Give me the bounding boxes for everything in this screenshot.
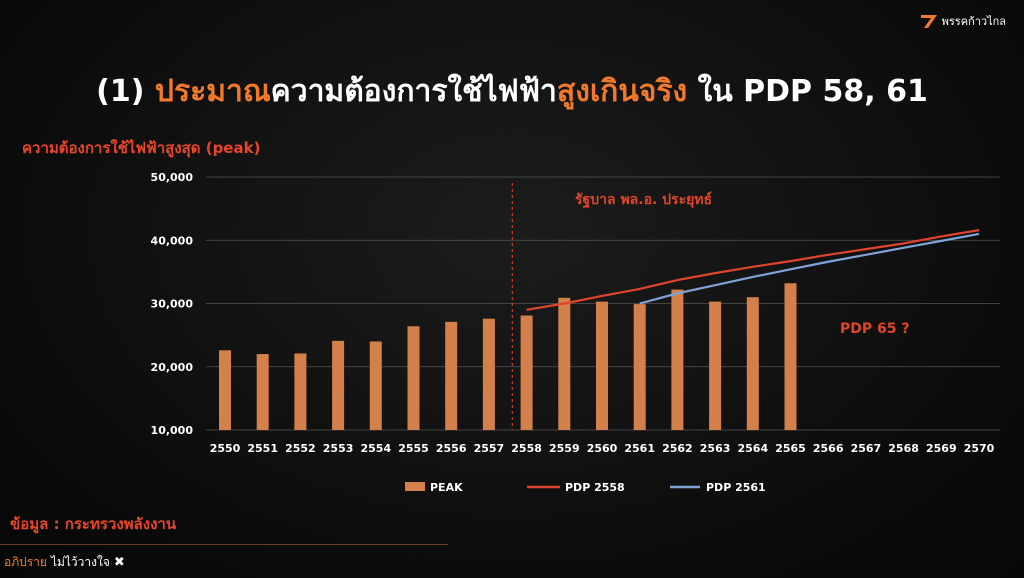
x-tick-label: 2565	[775, 442, 806, 455]
y-tick-label: 40,000	[151, 234, 194, 247]
peak-bar	[407, 326, 420, 430]
x-tick-label: 2559	[549, 442, 580, 455]
x-tick-label: 2567	[851, 442, 882, 455]
party-logo-icon	[920, 15, 937, 28]
legend-swatch-peak	[405, 482, 425, 491]
y-axis-label: ความต้องการใช้ไฟฟ้าสูงสุด (peak)	[22, 139, 261, 157]
peak-bar	[369, 341, 382, 430]
x-tick-label: 2566	[813, 442, 844, 455]
y-tick-label: 30,000	[151, 298, 194, 311]
x-tick-label: 2554	[360, 442, 391, 455]
legend-label-pdp2561: PDP 2561	[706, 481, 766, 494]
y-tick-label: 50,000	[151, 171, 194, 184]
pdp-2561-line	[639, 232, 980, 305]
legend-label-peak: PEAK	[430, 481, 463, 494]
peak-bar	[746, 297, 759, 430]
x-tick-label: 2568	[888, 442, 919, 455]
x-tick-label: 2560	[587, 442, 618, 455]
legend-label-pdp2558: PDP 2558	[565, 481, 625, 494]
annotation-pdp65: PDP 65 ?	[840, 321, 910, 337]
x-tick-label: 2551	[247, 442, 278, 455]
x-tick-label: 2555	[398, 442, 429, 455]
logo: พรรคก้าวไกล	[920, 12, 1006, 30]
x-tick-label: 2562	[662, 442, 693, 455]
title-part-1: (1)	[96, 74, 155, 109]
footer-text-2: ไม่ไว้วางใจ	[50, 555, 110, 569]
peak-bar	[596, 301, 608, 430]
source-note: ข้อมูล : กระทรวงพลังงาน	[10, 515, 177, 533]
footer: อภิปราย ไม่ไว้วางใจ ✖	[4, 553, 125, 572]
x-tick-label: 2553	[323, 442, 354, 455]
y-tick-label: 20,000	[151, 361, 194, 374]
peak-bar	[256, 354, 269, 430]
title-part-3: ความต้องการใช้ไฟฟ้า	[270, 74, 557, 109]
title-part-2: ประมาณ	[154, 74, 271, 109]
x-tick-label: 2556	[436, 442, 467, 455]
peak-bar	[332, 340, 345, 430]
x-tick-label: 2550	[210, 442, 241, 455]
peak-bar	[671, 289, 684, 430]
x-tick-label: 2564	[737, 442, 768, 455]
footer-text-1: อภิปราย	[4, 555, 47, 569]
peak-bar	[482, 318, 495, 430]
x-tick-label: 2569	[926, 442, 957, 455]
title-part-5: ใน PDP 58, 61	[687, 74, 928, 109]
peak-bar	[520, 315, 533, 430]
x-tick-label: 2552	[285, 442, 316, 455]
peak-bar	[784, 283, 797, 430]
peak-bar	[294, 353, 307, 430]
peak-bar	[445, 321, 458, 430]
y-tick-label: 10,000	[151, 424, 194, 437]
peak-bar	[219, 350, 231, 430]
peak-bar	[709, 301, 722, 430]
x-tick-label: 2557	[474, 442, 505, 455]
peak-bar	[558, 297, 571, 430]
peak-bar	[633, 304, 646, 430]
close-icon: ✖	[113, 555, 125, 570]
x-tick-label: 2563	[700, 442, 731, 455]
footer-divider	[0, 544, 448, 545]
pdp-2558-line	[526, 229, 980, 311]
x-tick-label: 2561	[624, 442, 655, 455]
annotation-government: รัฐบาล พล.อ. ประยุทธ์	[575, 191, 712, 209]
logo-text: พรรคก้าวไกล	[941, 15, 1006, 28]
title-part-4: สูงเกินจริง	[556, 74, 688, 109]
x-tick-label: 2558	[511, 442, 542, 455]
slide-title: (1) ประมาณความต้องการใช้ไฟฟ้าสูงเกินจริง…	[0, 68, 1024, 115]
x-tick-label: 2570	[964, 442, 995, 455]
